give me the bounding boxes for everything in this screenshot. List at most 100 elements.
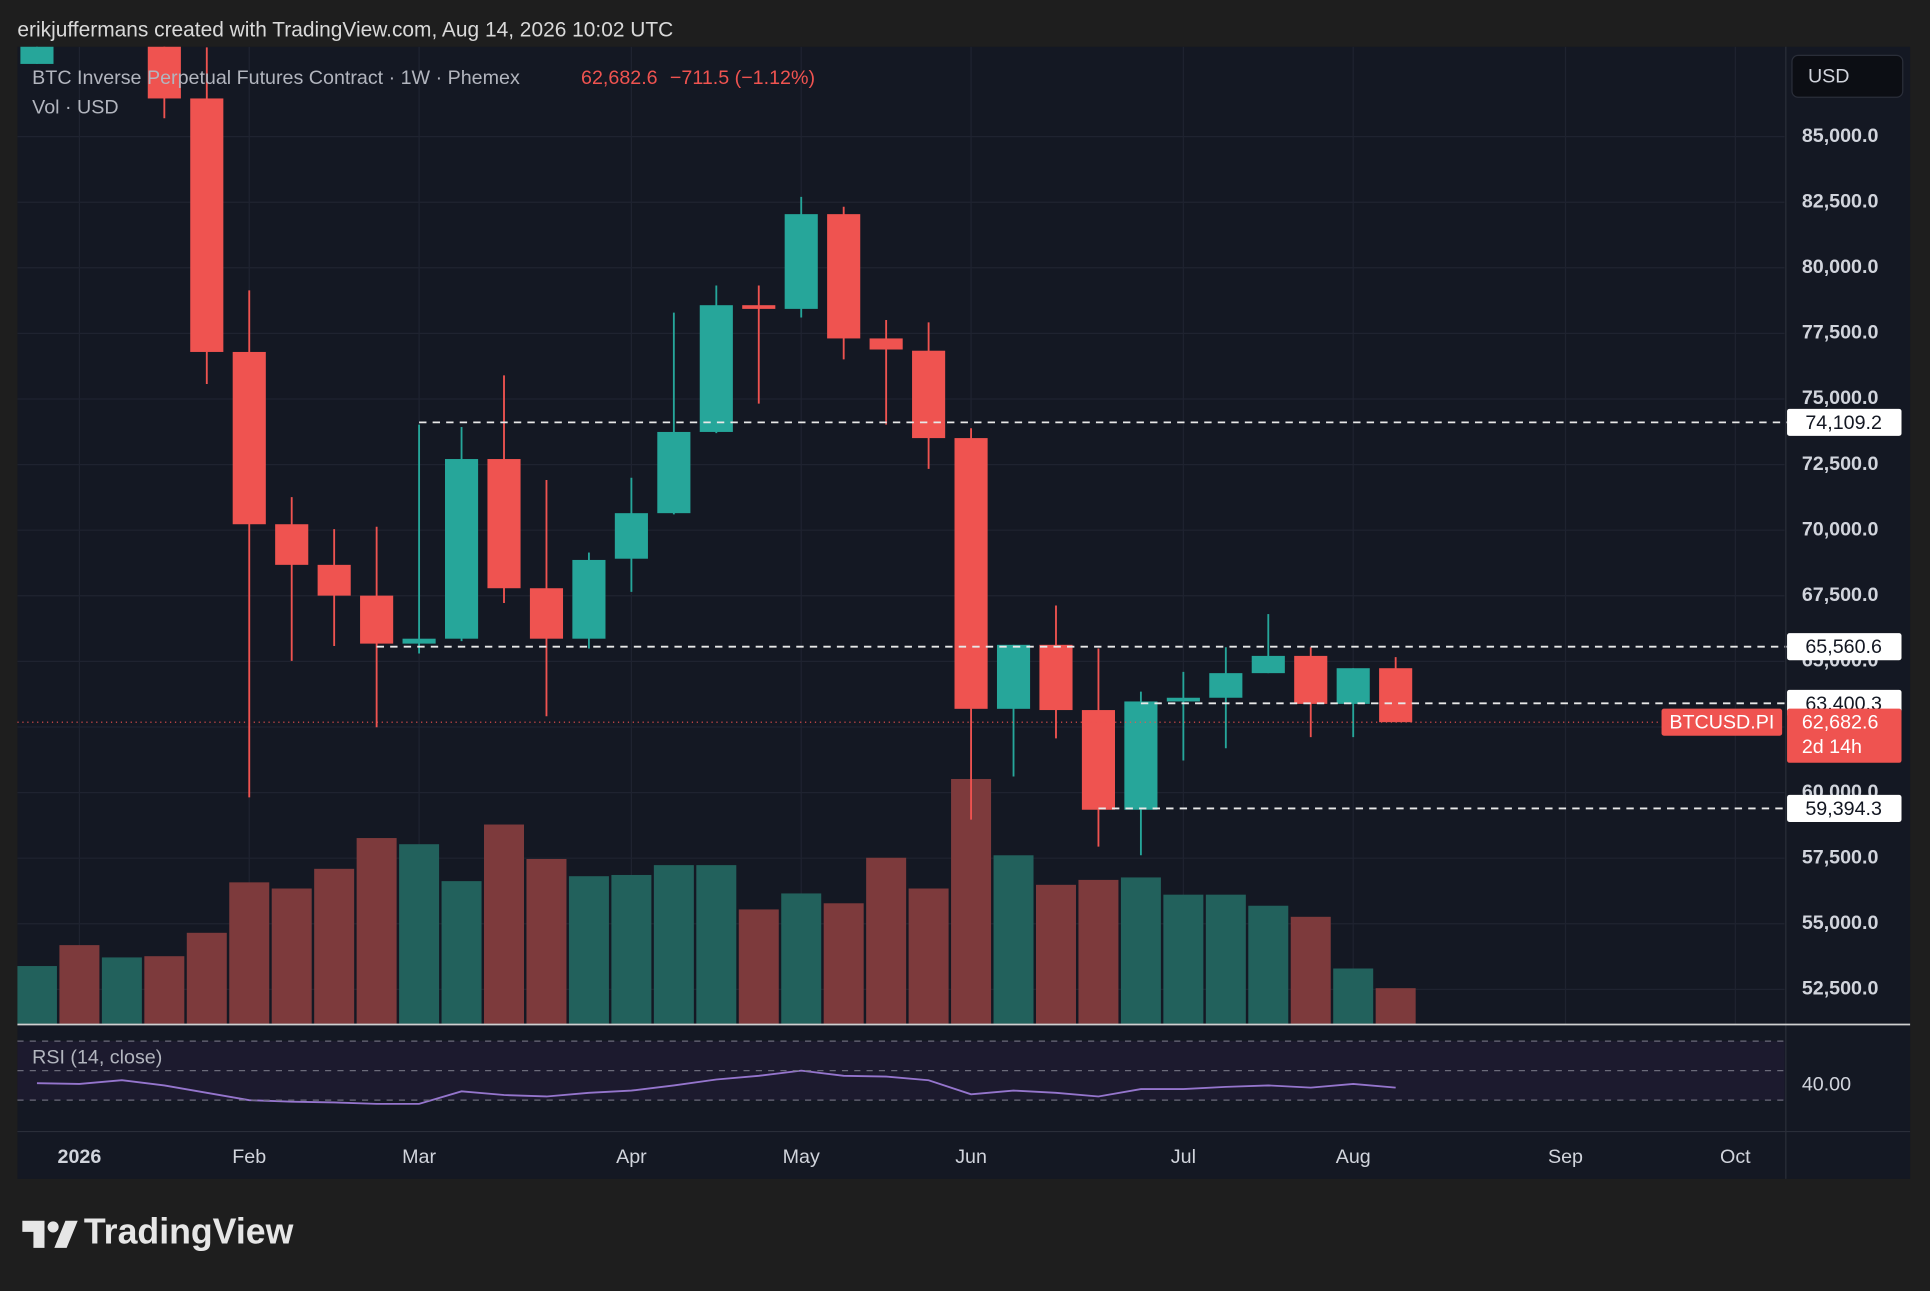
x-tick-label: Sep — [1548, 1146, 1583, 1168]
price-line-label: 59,394.3 — [1805, 798, 1882, 820]
candle-body — [147, 46, 181, 99]
rsi-tick-label: 40.00 — [1802, 1074, 1851, 1096]
volume-bar — [866, 857, 907, 1024]
y-tick-label: 80,000.0 — [1802, 256, 1879, 278]
price-line-box — [1787, 408, 1902, 436]
volume-bar — [1290, 916, 1331, 1024]
x-tick-label: Jul — [1171, 1146, 1196, 1168]
volume-bar — [101, 957, 142, 1024]
volume-bar — [1120, 877, 1161, 1024]
currency[interactable]: USD — [1808, 66, 1850, 88]
logo-dot — [47, 1221, 59, 1233]
volume-bar — [951, 778, 992, 1024]
price-line-box — [1787, 633, 1902, 661]
volume-bar — [781, 893, 822, 1024]
candle-body — [275, 524, 309, 565]
candle-body — [954, 438, 988, 709]
x-tick-label: Mar — [402, 1146, 436, 1168]
volume-bar — [356, 838, 397, 1024]
volume-bar — [823, 903, 864, 1024]
y-tick-label: 52,500.0 — [1802, 978, 1879, 1000]
volume-bar — [1248, 905, 1289, 1024]
last-symbol-box — [1661, 708, 1783, 736]
candle-body — [190, 98, 224, 352]
x-tick-label: Apr — [616, 1146, 647, 1168]
candle-body — [360, 595, 394, 644]
y-tick-label: 70,000.0 — [1802, 518, 1879, 540]
volume-bar — [399, 844, 440, 1024]
candle-body — [614, 513, 648, 559]
candle-body — [784, 214, 818, 309]
logo: TradingView — [22, 1212, 294, 1252]
volume-bar — [17, 966, 57, 1024]
credit: erikjuffermans created with TradingView.… — [17, 18, 673, 41]
x-tick-label: Feb — [232, 1146, 266, 1168]
candle-body — [1166, 697, 1200, 702]
candle-body — [317, 564, 351, 596]
plot — [17, 46, 1785, 1024]
candle-body — [1251, 655, 1285, 674]
candle-body — [20, 46, 54, 64]
candle-body — [444, 459, 479, 639]
candle-body — [1379, 668, 1413, 723]
y-tick-label: 85,000.0 — [1802, 125, 1879, 147]
volume-bar — [993, 855, 1034, 1024]
candle-body — [996, 644, 1031, 709]
volume-bar — [59, 945, 100, 1024]
volume-bar — [738, 909, 779, 1024]
y-tick-label: 77,500.0 — [1802, 322, 1879, 344]
volume-bar — [526, 858, 567, 1024]
last-price-label: 62,682.6 — [1802, 712, 1879, 734]
volume-bar — [271, 888, 312, 1024]
symbol: BTC Inverse Perpetual Futures Contract ·… — [32, 67, 520, 89]
candle-body — [1209, 673, 1243, 698]
candle-body — [487, 459, 521, 589]
brand: TradingView — [84, 1212, 294, 1252]
last-symbol: BTCUSD.PI — [1669, 712, 1774, 734]
countdown: 2d 14h — [1802, 736, 1862, 758]
currency-button[interactable] — [1791, 54, 1904, 98]
last-price-box — [1787, 708, 1902, 763]
candle-body — [742, 305, 776, 309]
overlay: 2026 Feb Mar Apr May Jun Jul Aug Sep Oct 52,500.0 5… — [17, 125, 1902, 1168]
volume-bar — [1205, 894, 1246, 1024]
volume-bar — [1375, 988, 1416, 1024]
x-tick-label: Jun — [955, 1146, 987, 1168]
price-line-label: 65,560.6 — [1805, 636, 1882, 658]
candle-body — [699, 305, 733, 432]
volume-bar — [441, 881, 482, 1024]
rsi-line — [36, 1069, 1396, 1105]
y-tick-label: 67,500.0 — [1802, 584, 1879, 606]
candle-body — [572, 559, 606, 639]
candle-body — [1124, 701, 1158, 810]
volume-bar — [611, 874, 652, 1024]
price-line-label: 74,109.2 — [1805, 412, 1882, 434]
candle-body — [1039, 644, 1073, 711]
y-tick-label: 55,000.0 — [1802, 912, 1879, 934]
candle-body — [1081, 710, 1116, 810]
price-line-box — [1787, 794, 1902, 823]
candle-body — [912, 350, 946, 439]
volume-bar — [1078, 879, 1119, 1024]
volume-bar — [186, 932, 227, 1024]
y-tick-label: 75,000.0 — [1802, 387, 1879, 409]
x-tick-label: Oct — [1720, 1146, 1751, 1168]
volume-bar — [908, 888, 949, 1024]
volume-bar — [484, 824, 525, 1024]
candle-body — [827, 214, 861, 339]
volume-bar — [229, 882, 270, 1024]
x-tick-label: May — [783, 1146, 820, 1168]
volume-bar — [696, 865, 737, 1024]
candle-body — [1294, 655, 1328, 704]
candle-body — [657, 431, 691, 514]
volume-legend: Vol · USD — [32, 96, 118, 118]
x-tick-label: Aug — [1336, 1146, 1371, 1168]
logo-mark — [22, 1220, 78, 1248]
volume-bar — [144, 956, 185, 1024]
candle-body — [232, 351, 266, 525]
candle-body — [402, 638, 436, 644]
volume-bar — [653, 865, 694, 1024]
x-tick-label: 2026 — [58, 1146, 102, 1168]
y-tick-label: 72,500.0 — [1802, 453, 1879, 475]
